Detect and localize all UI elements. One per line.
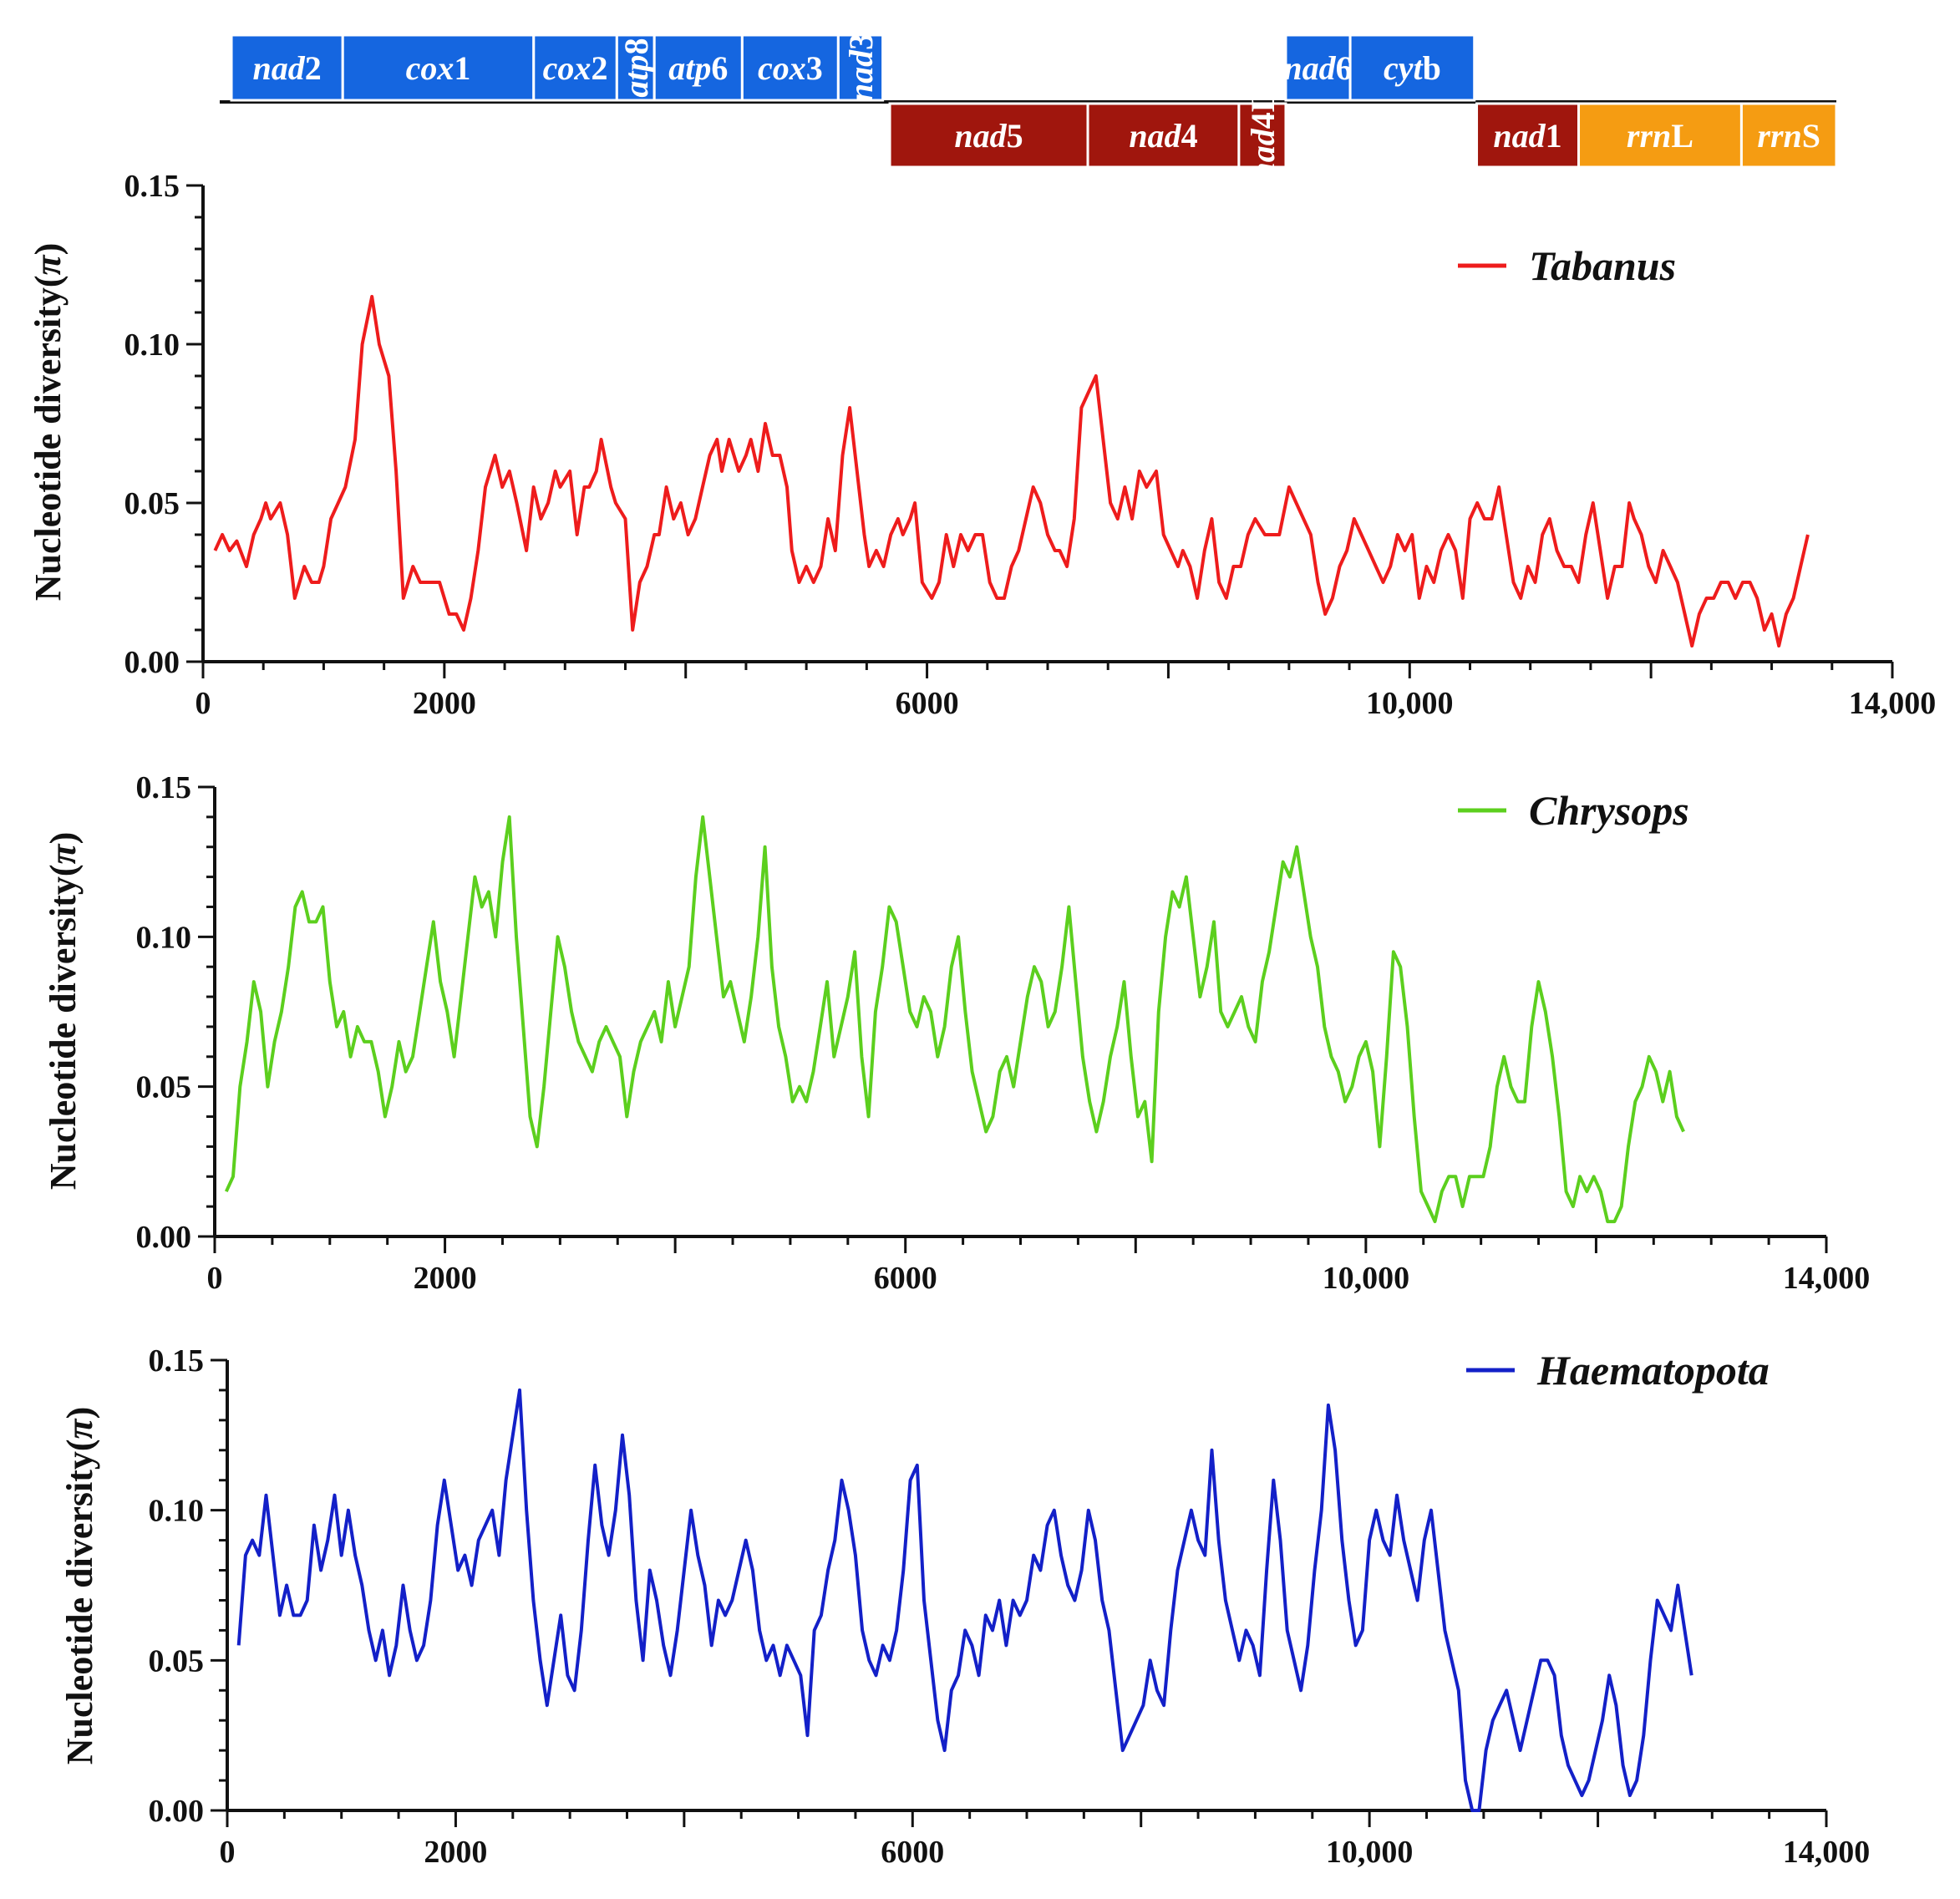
chart-panel-chrysops: 0 2000 6000 10,000 14,000 0.00 0.05 0.10 0.15 Nuc… xyxy=(43,770,1870,1296)
gene-label-rrnl: rrnL xyxy=(1627,117,1693,155)
x-tick-label: 6000 xyxy=(896,686,959,721)
gene-block-nad3 xyxy=(836,33,885,102)
gene-label-nad6: nad6 xyxy=(1283,49,1352,87)
x-tick-label: 6000 xyxy=(874,1261,937,1296)
gene-label-cox1: cox1 xyxy=(406,49,471,87)
x-tick-label: 10,000 xyxy=(1326,1835,1414,1870)
x-tick-label: 0 xyxy=(207,1261,223,1296)
x-tick-label: 10,000 xyxy=(1366,686,1454,721)
y-tick-label: 0.05 xyxy=(124,486,180,521)
x-tick-label: 14,000 xyxy=(1783,1835,1871,1870)
y-tick-label: 0.15 xyxy=(124,169,180,204)
gene-label-rrns: rrnS xyxy=(1757,117,1820,155)
gene-label-atp8: atp8 xyxy=(617,38,654,97)
y-tick-label: 0.15 xyxy=(136,770,192,805)
series-line-haematopota xyxy=(236,1388,1693,1812)
gene-label-atp6: atp6 xyxy=(668,49,728,87)
x-tick-label: 14,000 xyxy=(1849,686,1937,721)
gene-label-nad2: nad2 xyxy=(253,49,322,87)
legend-label: Haematopota xyxy=(1536,1347,1770,1394)
y-tick-label: 0.00 xyxy=(149,1794,205,1829)
gene-block-rrns xyxy=(1739,102,1838,169)
gene-label-nad3: nad3 xyxy=(841,33,879,102)
x-tick-label: 0 xyxy=(220,1835,236,1870)
gene-block-rrnl xyxy=(1577,102,1743,169)
gene-label-nad5: nad5 xyxy=(954,117,1023,155)
gene-label-cytb: cytb xyxy=(1384,49,1441,87)
gene-block-nad1 xyxy=(1475,102,1581,169)
gene-label-nad4l: nad4L xyxy=(1243,90,1281,181)
x-tick-label: 2000 xyxy=(424,1835,487,1870)
gene-block-cox2 xyxy=(532,33,618,102)
y-axis-title: Nucleotide diversity(π) xyxy=(43,832,84,1191)
y-tick-label: 0.05 xyxy=(136,1070,192,1105)
y-tick-label: 0.05 xyxy=(149,1643,205,1678)
legend-label: Chrysops xyxy=(1529,787,1689,834)
x-tick-label: 2000 xyxy=(413,686,476,721)
y-axis-title: Nucleotide diversity(π) xyxy=(28,243,69,602)
gene-block-nad6 xyxy=(1284,33,1352,102)
gene-block-nad4l xyxy=(1237,102,1287,169)
gene-block-cytb xyxy=(1348,33,1476,102)
x-tick-label: 10,000 xyxy=(1323,1261,1410,1296)
x-tick-label: 2000 xyxy=(414,1261,477,1296)
gene-map: nad2 cox1 cox2 atp8 atp6 cox3 nad3 nad5 nad4 nad4… xyxy=(220,33,1838,181)
series-line-chrysops xyxy=(224,815,1685,1224)
series-line-tabanus xyxy=(213,295,1810,647)
x-tick-label: 0 xyxy=(195,686,211,721)
chart-panel-haematopota: 0 2000 6000 10,000 14,000 0.00 0.05 0.10 0.15 Nuc… xyxy=(59,1343,1870,1870)
x-tick-label: 14,000 xyxy=(1783,1261,1871,1296)
gene-label-cox2: cox2 xyxy=(543,49,608,87)
gene-block-cox1 xyxy=(341,33,536,102)
gene-label-cox3: cox3 xyxy=(758,49,823,87)
y-axis-title: Nucleotide diversity(π) xyxy=(59,1407,100,1765)
y-tick-label: 0.00 xyxy=(136,1220,192,1255)
y-tick-label: 0.10 xyxy=(136,920,192,955)
y-tick-label: 0.10 xyxy=(149,1494,205,1529)
gene-label-nad4: nad4 xyxy=(1129,117,1197,155)
legend-label: Tabanus xyxy=(1529,242,1676,289)
gene-label-nad1: nad1 xyxy=(1493,117,1561,155)
gene-block-nad4 xyxy=(1086,102,1241,169)
x-tick-label: 6000 xyxy=(881,1835,944,1870)
y-tick-label: 0.15 xyxy=(149,1343,205,1379)
y-tick-label: 0.10 xyxy=(124,328,180,363)
chart-panel-tabanus: 0 2000 6000 10,000 14,000 0.00 0.05 0.10 0.15 Nuc… xyxy=(28,169,1936,721)
y-tick-label: 0.00 xyxy=(124,645,180,680)
